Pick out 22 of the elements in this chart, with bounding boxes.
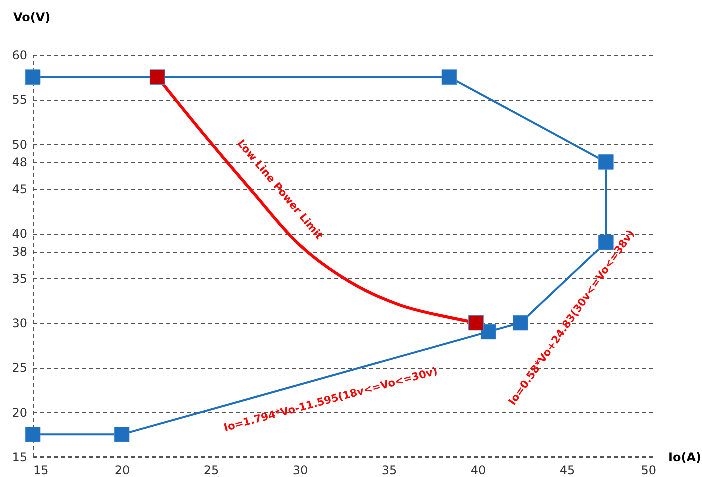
y-tick-label: 15 <box>12 450 28 464</box>
y-tick-label: 48 <box>12 156 28 170</box>
y-tick-label: 55 <box>12 93 28 108</box>
x-tick-label: 20 <box>114 464 130 477</box>
x-tick-label: 40 <box>470 464 486 477</box>
x-tick-label: 25 <box>204 464 220 477</box>
y-tick-label: 38 <box>12 245 28 260</box>
y-tick-label: 30 <box>12 316 28 330</box>
x-tick-label: 35 <box>382 464 398 477</box>
y-tick-label: 45 <box>12 182 28 196</box>
x-tick-label: 15 <box>34 464 49 477</box>
y-tick-label: 60 <box>12 48 28 62</box>
y-tick-label: 40 <box>12 227 28 242</box>
y-tick-label: 35 <box>12 272 28 286</box>
x-tick-label: 30 <box>292 464 308 477</box>
y-tick-label: 50 <box>12 138 28 152</box>
x-axis-title: Io(A) <box>668 450 702 464</box>
y-tick-label: 25 <box>12 361 28 376</box>
x-tick-label: 50 <box>641 464 656 477</box>
y-axis-title: Vo(V) <box>14 10 51 24</box>
y-tick-label: 20 <box>12 406 28 420</box>
x-tick-label: 45 <box>560 464 576 477</box>
